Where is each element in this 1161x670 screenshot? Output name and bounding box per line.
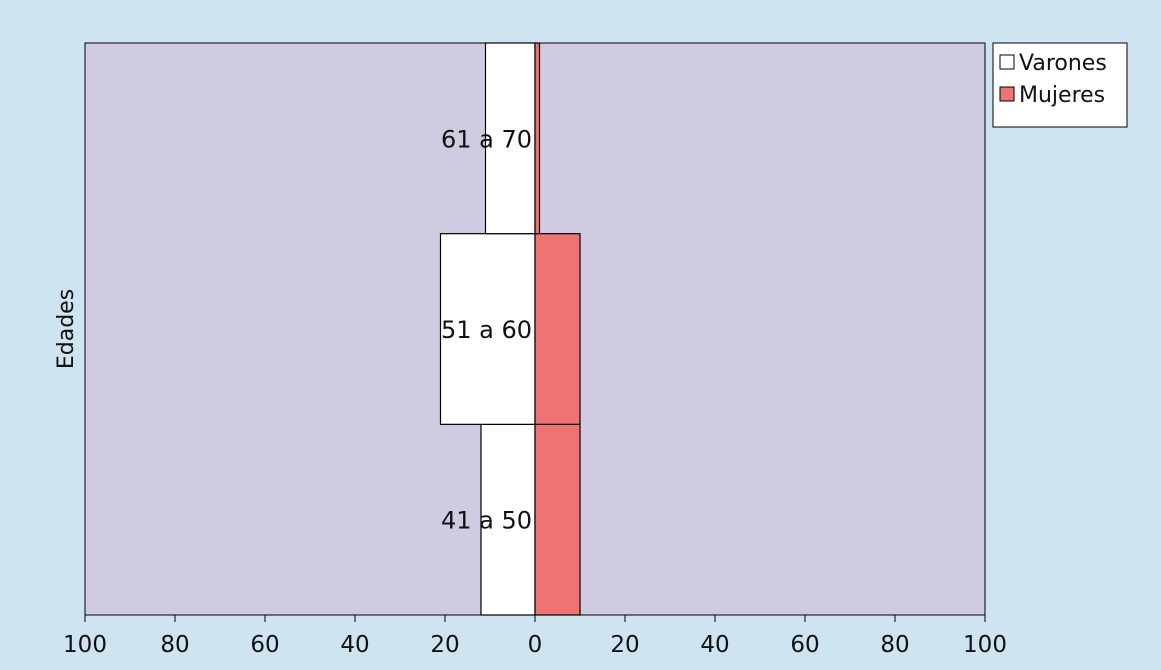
- x-tick-label: 60: [790, 632, 819, 658]
- x-tick-label: 20: [610, 632, 639, 658]
- category-label: 51 a 60: [441, 316, 532, 344]
- category-labels-layer: 41 a 50 51 a 60 61 a 70: [441, 125, 532, 534]
- bars-layer: [439, 42, 581, 616]
- legend-box: [992, 42, 1128, 128]
- bar-mujeres-2: [534, 42, 541, 235]
- x-tick-label: 80: [160, 632, 189, 658]
- bar-mujeres-0: [534, 423, 581, 616]
- legend-swatch-varones: [999, 54, 1015, 70]
- legend: Varones Mujeres: [992, 42, 1128, 128]
- x-tick-label: 80: [880, 632, 909, 658]
- x-tick-label: 100: [63, 632, 107, 658]
- legend-label-mujeres: Mujeres: [1019, 83, 1105, 108]
- legend-swatch-mujeres: [999, 86, 1015, 102]
- x-tick-label: 40: [700, 632, 729, 658]
- category-label: 61 a 70: [441, 125, 532, 153]
- bar-varones-2: [484, 42, 536, 235]
- x-tick-label: 100: [963, 632, 1007, 658]
- x-tick-label: 20: [430, 632, 459, 658]
- category-label: 41 a 50: [441, 507, 532, 535]
- legend-label-varones: Varones: [1019, 51, 1107, 76]
- y-axis-title: Edades: [54, 289, 79, 369]
- x-axis: 100 80 60 40 20 0 20 40 60 80 100: [63, 614, 1007, 658]
- bar-mujeres-1: [534, 233, 581, 425]
- x-tick-label: 60: [250, 632, 279, 658]
- bar-varones-0: [480, 423, 536, 616]
- x-tick-label: 40: [340, 632, 369, 658]
- x-tick-label: 0: [528, 632, 543, 658]
